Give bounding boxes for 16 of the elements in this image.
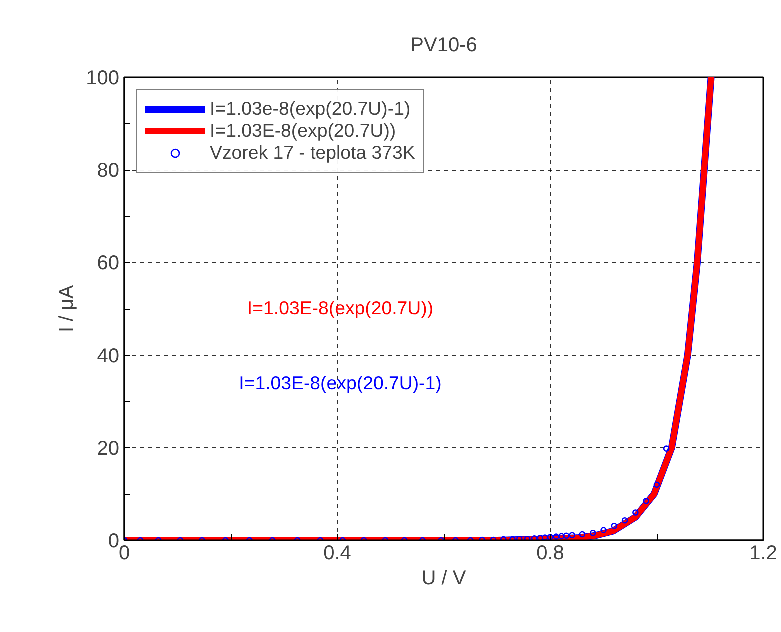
x-tick-label: 0.4 <box>324 542 352 564</box>
y-tick-label: 100 <box>86 68 120 90</box>
y-tick-label: 60 <box>97 252 120 275</box>
y-tick-label: 20 <box>97 438 120 460</box>
legend-label: I=1.03e-8(exp(20.7U)-1) <box>210 98 411 120</box>
x-tick-label: 0.8 <box>536 542 564 564</box>
annotation: I=1.03E-8(exp(20.7U)-1) <box>239 372 442 394</box>
legend-label: I=1.03E-8(exp(20.7U)) <box>210 120 396 142</box>
x-axis-title: U / V <box>422 568 467 590</box>
x-tick-label: 1.2 <box>750 542 778 564</box>
annotation: I=1.03E-8(exp(20.7U)) <box>247 298 434 318</box>
y-axis-title: I / μA <box>56 284 78 333</box>
y-tick-label: 40 <box>97 345 120 368</box>
legend-label: Vzorek 17 - teplota 373K <box>210 142 416 164</box>
y-tick-label: 80 <box>97 160 120 182</box>
chart-title: PV10-6 <box>410 34 478 56</box>
